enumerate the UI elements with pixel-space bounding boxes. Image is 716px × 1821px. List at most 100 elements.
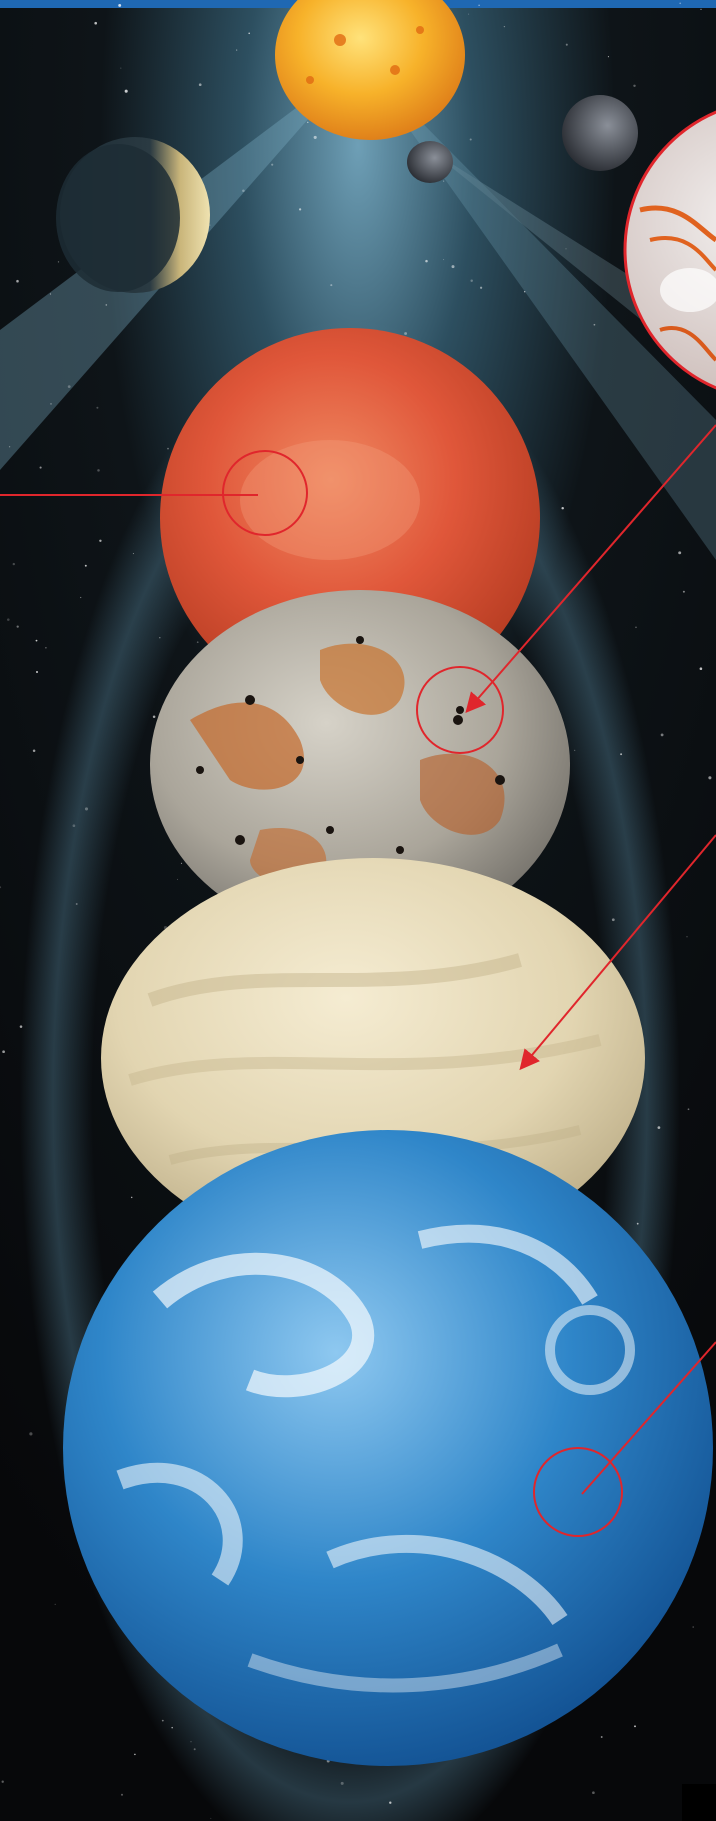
star — [330, 284, 333, 287]
star — [708, 776, 712, 780]
star — [700, 8, 702, 11]
star — [99, 539, 102, 543]
star — [19, 1025, 23, 1028]
star — [699, 667, 703, 670]
star — [7, 618, 10, 621]
red-planet-callout — [0, 450, 308, 536]
star — [118, 3, 122, 7]
star — [124, 89, 128, 93]
star — [565, 43, 568, 46]
star — [443, 180, 445, 182]
star — [45, 646, 47, 649]
star — [679, 2, 682, 5]
star — [687, 1108, 690, 1111]
star — [12, 562, 15, 566]
star — [67, 385, 71, 388]
star — [298, 208, 302, 211]
star — [196, 641, 199, 644]
star — [49, 293, 52, 295]
star — [524, 291, 526, 293]
star — [94, 21, 98, 25]
grey-moon-icon — [562, 95, 638, 171]
star — [198, 83, 202, 87]
star — [54, 1603, 56, 1605]
star — [1, 1780, 4, 1783]
star — [620, 753, 623, 756]
star — [171, 1726, 173, 1729]
star — [682, 590, 685, 593]
star — [0, 886, 2, 889]
star — [635, 626, 637, 629]
star — [84, 807, 89, 811]
star — [105, 304, 108, 306]
star — [32, 749, 36, 752]
star — [152, 715, 156, 718]
star — [451, 265, 455, 269]
star — [120, 67, 122, 69]
star — [633, 84, 636, 88]
star — [75, 903, 78, 905]
magnified-inset — [623, 110, 716, 390]
star — [193, 1748, 196, 1751]
star — [657, 1126, 661, 1129]
star — [313, 135, 317, 139]
star — [443, 259, 445, 261]
star — [686, 936, 688, 938]
cloudy-planet-pointer — [519, 834, 716, 1071]
crescent-moon-icon — [56, 137, 210, 293]
star — [425, 259, 428, 263]
star — [39, 466, 42, 469]
star — [561, 506, 564, 510]
volcanic-moon-icon — [150, 590, 570, 940]
star — [389, 1801, 392, 1804]
star — [121, 1793, 123, 1796]
star — [678, 551, 682, 555]
small-moon-icon — [407, 141, 453, 183]
star — [692, 1626, 694, 1628]
star — [57, 261, 60, 263]
star — [209, 224, 211, 226]
star — [161, 1719, 164, 1722]
star — [176, 878, 179, 880]
blue-planet-icon — [63, 1130, 713, 1766]
star — [236, 49, 238, 51]
star — [248, 32, 250, 35]
star — [132, 553, 134, 555]
star — [660, 733, 664, 737]
star — [16, 279, 19, 283]
star — [134, 1753, 136, 1756]
star — [340, 1781, 344, 1785]
star — [159, 636, 161, 639]
star — [565, 248, 567, 250]
volcanic-moon-callout — [416, 424, 716, 754]
star — [84, 564, 87, 567]
star — [478, 4, 480, 7]
star — [404, 332, 408, 335]
star — [574, 749, 576, 751]
star — [634, 1725, 636, 1728]
star — [607, 56, 609, 58]
blue-planet-callout — [533, 1341, 716, 1537]
star — [468, 13, 470, 15]
star — [80, 596, 82, 599]
star — [600, 1736, 603, 1738]
star — [50, 403, 52, 405]
corner-shadow — [682, 1784, 716, 1821]
star — [271, 163, 274, 166]
star — [29, 1432, 33, 1436]
star — [35, 670, 39, 674]
star — [592, 1791, 595, 1795]
star — [593, 323, 596, 326]
star — [636, 1222, 639, 1225]
star — [470, 279, 473, 282]
star — [167, 447, 169, 450]
star — [8, 446, 11, 448]
star — [16, 625, 19, 628]
star — [97, 469, 100, 472]
sun-icon — [275, 0, 465, 140]
star — [469, 138, 472, 141]
star — [307, 121, 309, 123]
star — [180, 862, 183, 865]
